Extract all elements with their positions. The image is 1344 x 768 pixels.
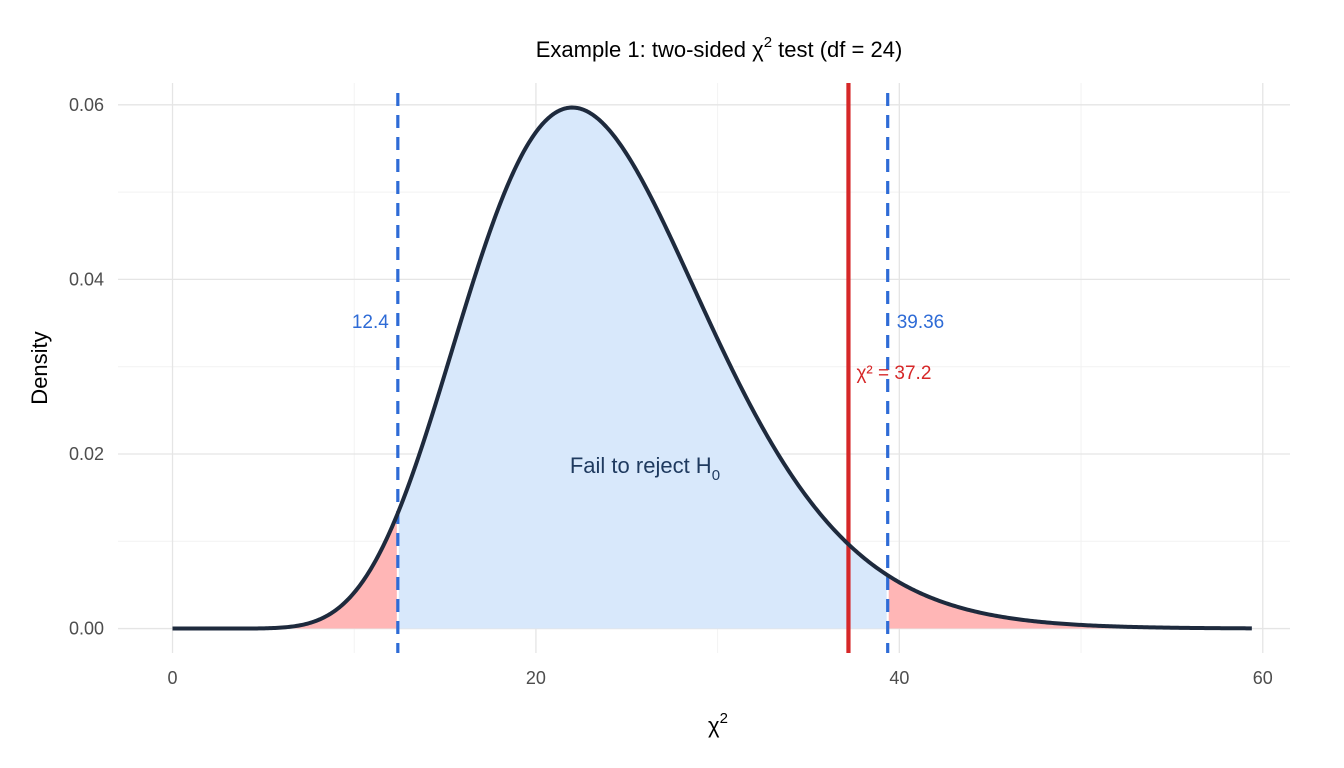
labels: 12.4 39.36 χ² = 37.2 Fail to reject H0: [352, 312, 944, 484]
x-axis-ticks: 0 20 40 60: [168, 668, 1273, 688]
y-axis-ticks: 0.00 0.02 0.04 0.06: [69, 95, 104, 639]
lower-rejection-region: [172, 513, 398, 629]
acceptance-region: [397, 107, 888, 629]
x-tick-label: 20: [526, 668, 546, 688]
y-tick-label: 0.06: [69, 95, 104, 115]
region-annotation: Fail to reject H0: [570, 453, 720, 484]
upper-rejection-region: [887, 575, 1252, 629]
upper-critical-label: 39.36: [897, 312, 945, 333]
x-tick-label: 60: [1253, 668, 1273, 688]
y-tick-label: 0.04: [69, 269, 104, 289]
observed-statistic-label: χ² = 37.2: [856, 363, 931, 384]
density-areas: [172, 107, 1252, 629]
reference-lines: [396, 83, 890, 653]
x-axis-title: χ2: [708, 710, 728, 738]
y-tick-label: 0.02: [69, 444, 104, 464]
y-tick-label: 0.00: [69, 619, 104, 639]
x-tick-label: 0: [168, 668, 178, 688]
density-curve-layer: [172, 105, 1253, 631]
chart-title: Example 1: two-sided χ2 test (df = 24): [536, 34, 903, 62]
lower-critical-label: 12.4: [352, 312, 389, 333]
x-tick-label: 40: [889, 668, 909, 688]
density-curve: [172, 105, 1253, 631]
y-axis-title: Density: [27, 331, 52, 404]
